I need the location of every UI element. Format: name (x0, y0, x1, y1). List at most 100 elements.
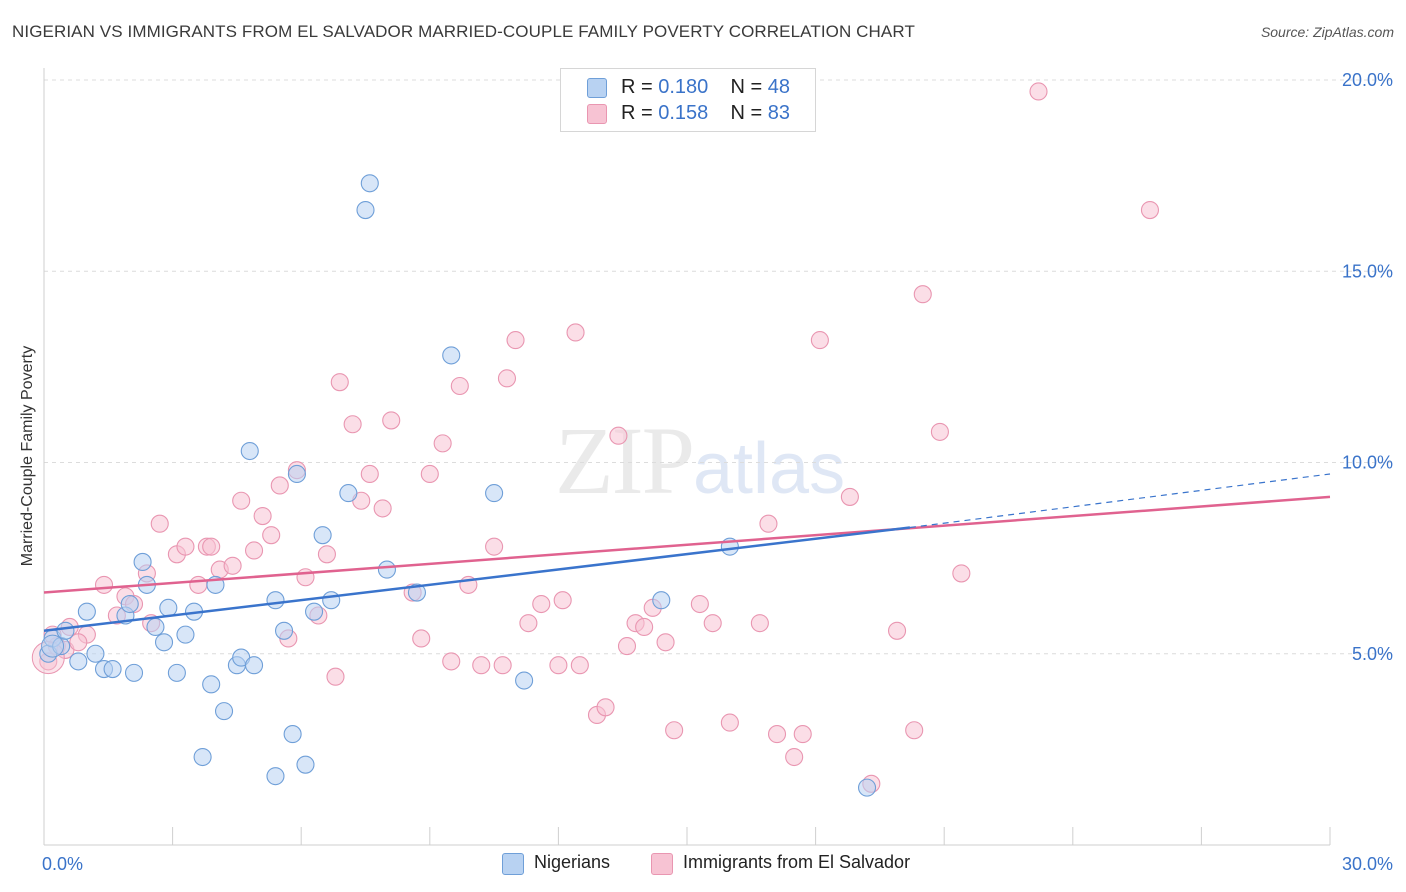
salvador-point (750, 614, 769, 633)
nigerians-point (360, 174, 379, 193)
salvador-point (570, 656, 589, 675)
nigerians-point (176, 625, 195, 644)
salvador-point (330, 373, 349, 392)
nigerians-point (275, 621, 294, 640)
salvador-point (176, 537, 195, 556)
legend-r-value: 0.158 (658, 102, 709, 124)
salvador-point (253, 506, 272, 526)
salvador-point (296, 568, 315, 587)
y-tick-label: 10.0% (1342, 453, 1393, 473)
y-tick-label: 20.0% (1342, 70, 1393, 90)
legend-swatch-pink (587, 104, 607, 124)
nigerians-point (120, 594, 139, 614)
bottom-legend-swatch-pink (651, 853, 673, 875)
salvador-point (635, 617, 654, 637)
salvador-point (94, 575, 114, 594)
nigerians-point (86, 644, 105, 663)
salvador-point (759, 514, 778, 533)
nigerians-point (322, 591, 341, 610)
legend-n-value: 83 (767, 102, 791, 124)
legend-r-value: 0.180 (658, 76, 709, 98)
salvador-point (1140, 201, 1160, 220)
x-tick-label: 0.0% (42, 854, 83, 874)
nigerians-point (69, 652, 88, 671)
nigerians-point (296, 755, 315, 774)
salvador-point (952, 564, 971, 583)
y-tick-label: 5.0% (1352, 644, 1393, 664)
salvador-point (442, 652, 461, 671)
legend-text-salvador: R = 0.158 N = 83 (621, 102, 790, 125)
salvador-point (767, 725, 787, 744)
salvador-point (506, 331, 525, 350)
legend-r-label: R = (621, 102, 659, 124)
salvador-point (373, 499, 392, 518)
tick-labels: 5.0% 10.0% 15.0% 20.0% 0.0% 30.0% (42, 70, 1393, 874)
nigerians-trend-line (43, 526, 911, 633)
salvador-point (189, 575, 208, 594)
nigerians-point (377, 560, 396, 579)
salvador-point (840, 487, 859, 506)
nigerians-point-cluster (41, 634, 65, 658)
salvador-point (472, 656, 491, 675)
nigerians-point (313, 526, 332, 545)
nigerians-point (305, 602, 324, 621)
nigerians-point (266, 591, 285, 610)
salvador-point (317, 545, 336, 564)
legend-r-label: R = (621, 76, 659, 98)
salvador-point (223, 556, 242, 575)
salvador-point (596, 698, 615, 717)
pink-series-points (31, 82, 1160, 793)
salvador-point (150, 514, 169, 533)
nigerians-trend-extension (909, 473, 1331, 529)
salvador-point (262, 526, 281, 545)
salvador-point (810, 331, 829, 350)
salvador-point (202, 537, 221, 556)
nigerians-point (103, 659, 122, 679)
nigerians-point (124, 663, 144, 682)
nigerians-point (339, 484, 358, 503)
salvador-point (617, 637, 637, 656)
salvador-point (656, 633, 675, 652)
chart-title: NIGERIAN VS IMMIGRANTS FROM EL SALVADOR … (12, 22, 915, 41)
salvador-point (1029, 82, 1048, 101)
watermark-zip: ZIP (555, 407, 695, 514)
salvador-point (913, 285, 932, 304)
salvador-point (485, 537, 504, 556)
salvador-point (519, 614, 538, 633)
salvador-point (665, 721, 684, 740)
salvador-point (609, 426, 628, 445)
salvador-point (360, 464, 379, 484)
salvador-point (905, 721, 924, 740)
y-axis-label: Married-Couple Family Poverty (19, 345, 36, 567)
blue-series-points (39, 174, 877, 797)
nigerians-point (214, 702, 234, 721)
nigerians-point (283, 725, 302, 744)
nigerians-point (485, 484, 504, 503)
salvador-point (720, 713, 739, 732)
y-tick-label: 15.0% (1342, 261, 1393, 281)
salvador-point (382, 411, 401, 430)
salvador-point (887, 621, 907, 640)
salvador-point (793, 725, 812, 744)
nigerians-point (652, 591, 671, 610)
trend-lines (43, 473, 1331, 633)
salvador-point (930, 422, 949, 441)
source-label: Source: ZipAtlas.com (1260, 24, 1394, 40)
nigerians-point (77, 602, 96, 621)
salvador-point (553, 591, 572, 610)
legend-n-label: N = (730, 76, 768, 98)
grid-layer (44, 79, 1395, 655)
nigerians-point (857, 778, 877, 797)
nigerians-point (133, 552, 152, 572)
legend-swatch-blue (587, 78, 607, 98)
nigerians-point (266, 767, 285, 786)
nigerians-point (287, 464, 306, 484)
nigerians-point (193, 747, 212, 767)
salvador-point (343, 415, 362, 434)
x-tick-label: 30.0% (1342, 854, 1393, 874)
salvador-point (433, 434, 452, 453)
axis-layer (43, 68, 1331, 846)
nigerians-point (167, 663, 186, 682)
salvador-point (532, 594, 551, 614)
watermark: ZIPatlas (555, 405, 845, 516)
